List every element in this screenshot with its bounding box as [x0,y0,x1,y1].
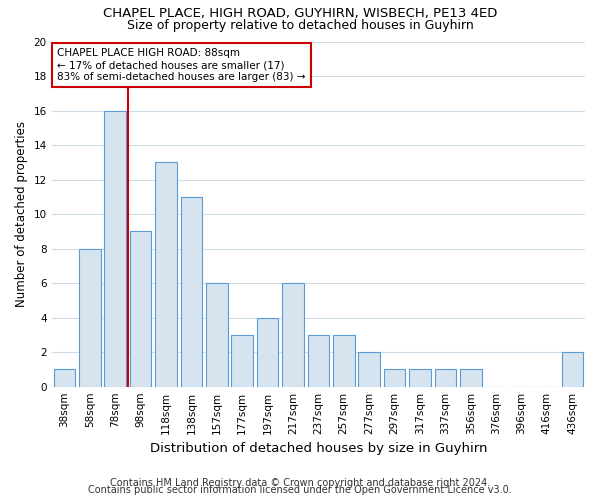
Bar [181,197,202,386]
Bar [282,283,304,387]
Bar [358,352,380,386]
Bar [206,283,227,387]
Text: CHAPEL PLACE HIGH ROAD: 88sqm
← 17% of detached houses are smaller (17)
83% of s: CHAPEL PLACE HIGH ROAD: 88sqm ← 17% of d… [57,48,305,82]
Bar [257,318,278,386]
Text: Size of property relative to detached houses in Guyhirn: Size of property relative to detached ho… [127,19,473,32]
X-axis label: Distribution of detached houses by size in Guyhirn: Distribution of detached houses by size … [149,442,487,455]
Bar [384,370,406,386]
Bar [155,162,177,386]
Text: Contains HM Land Registry data © Crown copyright and database right 2024.: Contains HM Land Registry data © Crown c… [110,478,490,488]
Bar [79,248,101,386]
Bar [460,370,482,386]
Bar [434,370,456,386]
Y-axis label: Number of detached properties: Number of detached properties [15,121,28,307]
Bar [53,370,75,386]
Bar [308,335,329,386]
Bar [562,352,583,386]
Text: Contains public sector information licensed under the Open Government Licence v3: Contains public sector information licen… [88,485,512,495]
Bar [104,110,126,386]
Bar [409,370,431,386]
Bar [333,335,355,386]
Bar [232,335,253,386]
Text: CHAPEL PLACE, HIGH ROAD, GUYHIRN, WISBECH, PE13 4ED: CHAPEL PLACE, HIGH ROAD, GUYHIRN, WISBEC… [103,8,497,20]
Bar [130,232,151,386]
